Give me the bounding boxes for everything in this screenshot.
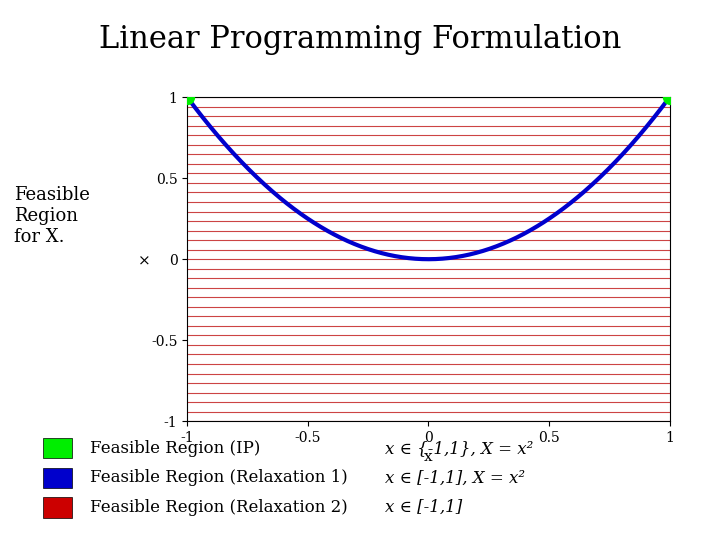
Text: Feasible Region (IP): Feasible Region (IP) <box>90 440 261 457</box>
Text: x ∈ {-1,1}, X = x²: x ∈ {-1,1}, X = x² <box>385 440 534 457</box>
Text: Feasible Region (Relaxation 2): Feasible Region (Relaxation 2) <box>90 499 348 516</box>
Text: Feasible Region (Relaxation 1): Feasible Region (Relaxation 1) <box>90 469 348 487</box>
Text: x ∈ [-1,1], X = x²: x ∈ [-1,1], X = x² <box>385 469 525 487</box>
Text: Linear Programming Formulation: Linear Programming Formulation <box>99 24 621 55</box>
Text: ×: × <box>138 255 150 269</box>
X-axis label: x: x <box>424 450 433 464</box>
Text: Feasible
Region
for X.: Feasible Region for X. <box>14 186 90 246</box>
Text: x ∈ [-1,1]: x ∈ [-1,1] <box>385 499 462 516</box>
